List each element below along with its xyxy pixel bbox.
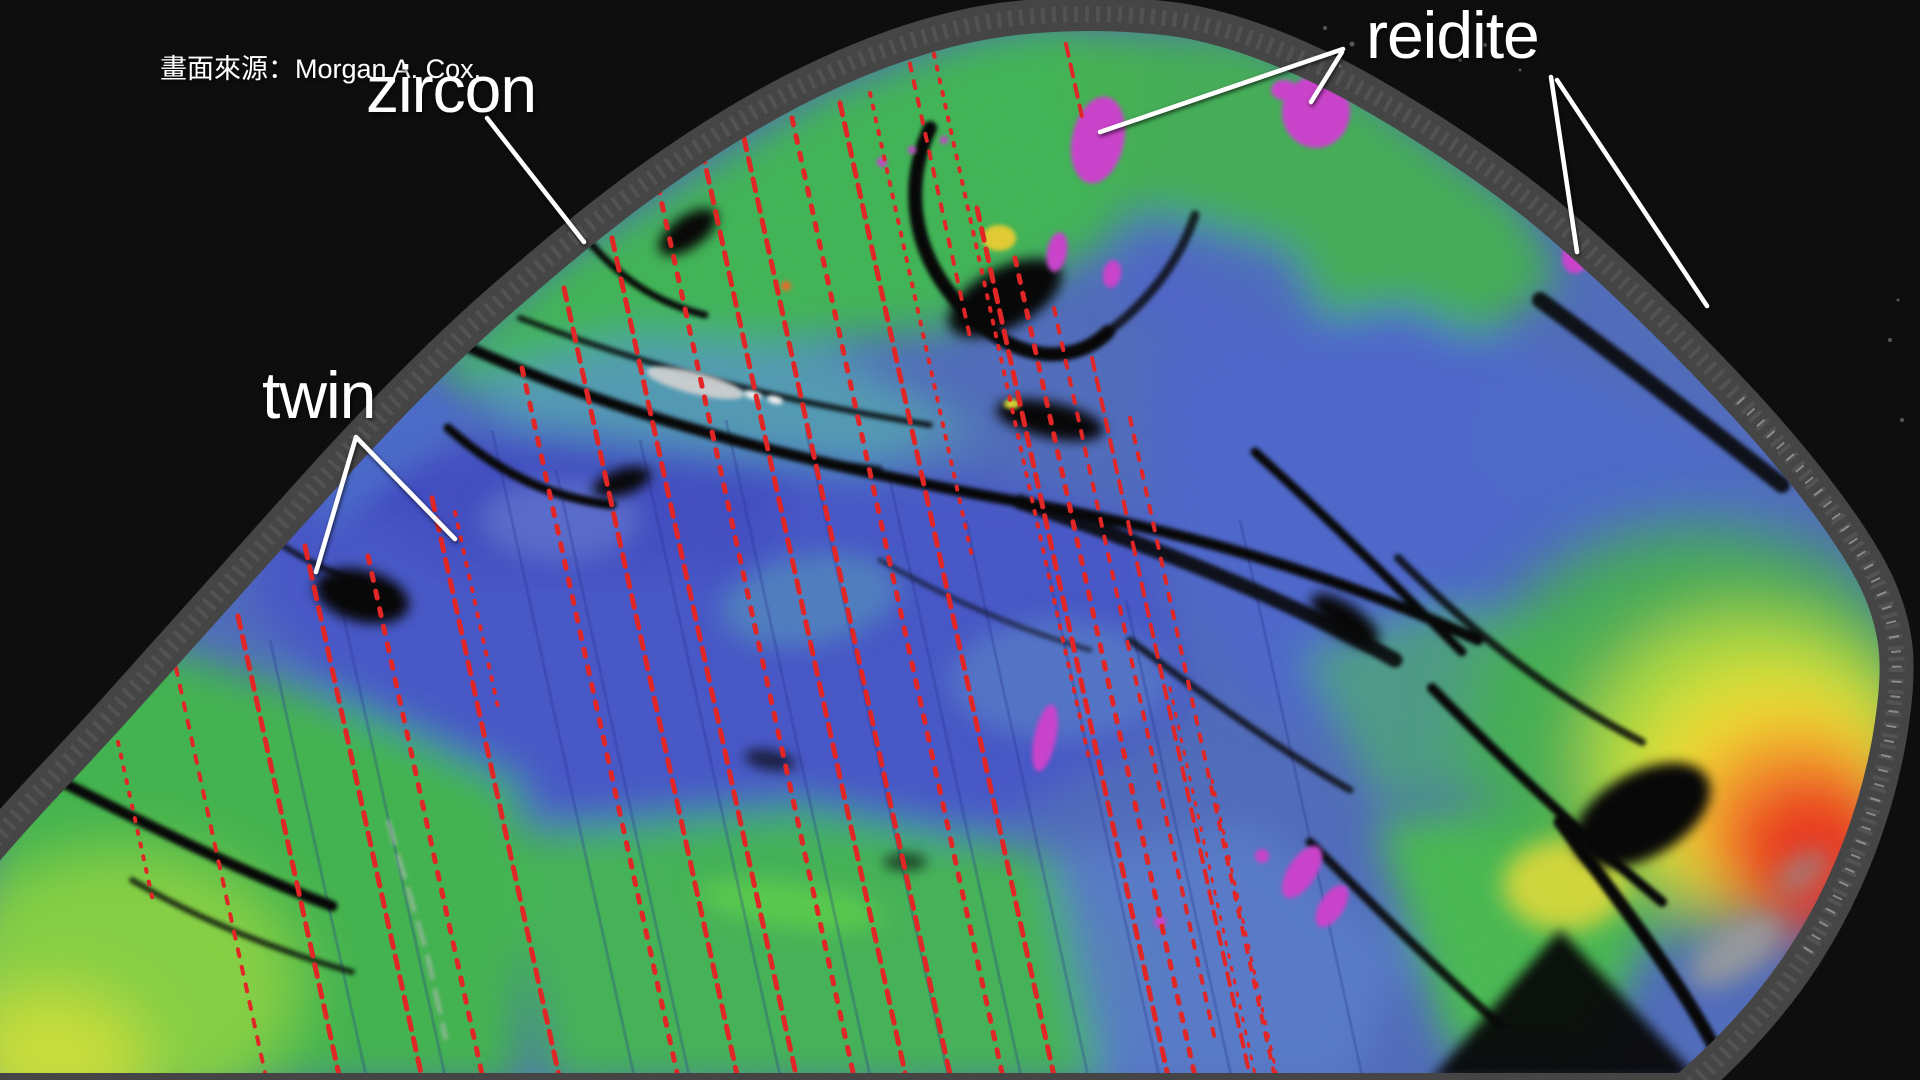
zircon-pointer-line bbox=[484, 115, 587, 245]
label-twin: twin bbox=[262, 358, 375, 432]
image-credit: 畫面來源：Morgan A. Cox. bbox=[160, 54, 481, 84]
reidite-pointer-line bbox=[1548, 74, 1580, 255]
reidite-pointer-line bbox=[1097, 46, 1346, 135]
annotation-lines bbox=[313, 46, 1710, 575]
reidite-pointer-line bbox=[1554, 77, 1710, 309]
label-zircon: zircon bbox=[366, 52, 536, 126]
label-reidite: reidite bbox=[1366, 0, 1539, 72]
reidite-pointer-line bbox=[1308, 49, 1345, 105]
twin-pointer-line bbox=[313, 434, 458, 575]
